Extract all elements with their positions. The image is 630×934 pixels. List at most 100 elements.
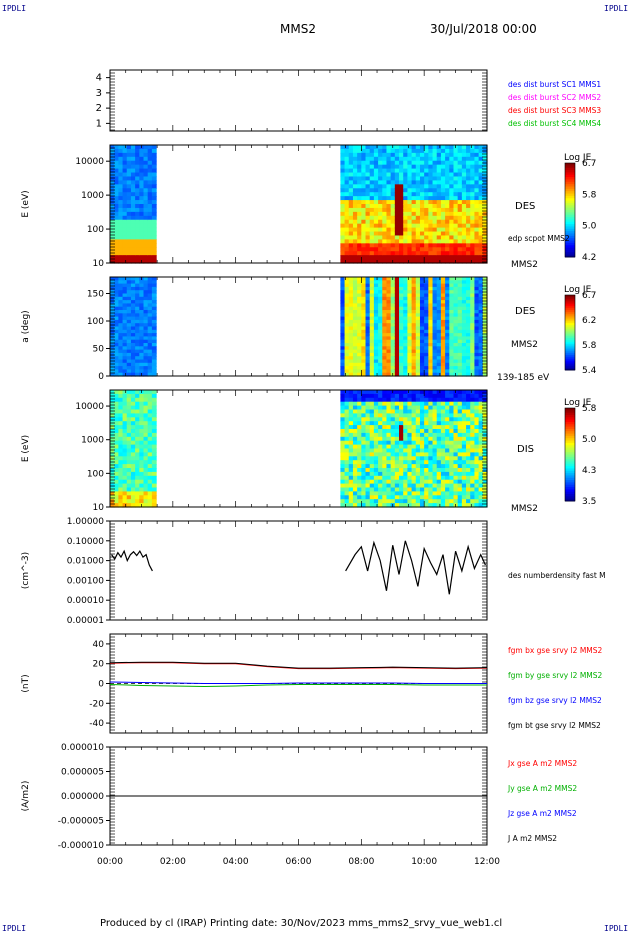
p3-ytick-label: 1000 bbox=[81, 436, 104, 446]
p3-right-label-0: DIS bbox=[517, 444, 534, 455]
p2-ytick-label: 50 bbox=[93, 345, 105, 355]
p5-ytick-label: -20 bbox=[89, 699, 104, 709]
panel-minor-ticks-4 bbox=[109, 521, 488, 620]
x-tick-label: 02:00 bbox=[160, 857, 186, 867]
p5-legend-1: fgm by gse srvy l2 MMS2 bbox=[508, 671, 603, 680]
p4-ytick-label: 0.10000 bbox=[67, 537, 104, 547]
p5-legend-2: fgm bz gse srvy l2 MMS2 bbox=[508, 696, 602, 705]
spectrogram-2 bbox=[110, 277, 488, 377]
p2-colorbar bbox=[564, 294, 576, 371]
p1-colorbar-title: Log JE bbox=[564, 153, 592, 163]
p4-ytick-label: 0.00100 bbox=[67, 576, 104, 586]
p2-colorbar-tick: 5.8 bbox=[582, 341, 597, 351]
p1-colorbar-tick: 4.2 bbox=[582, 253, 596, 263]
p3-colorbar-tick: 3.5 bbox=[582, 497, 596, 507]
spacecraft-title: MMS2 bbox=[280, 22, 316, 36]
p4-ytick-label: 0.01000 bbox=[67, 557, 104, 567]
p3-ytick-label: 10 bbox=[93, 503, 105, 513]
p1-colorbar-tick: 5.8 bbox=[582, 190, 597, 200]
p0-legend-4: des dist burst SC4 MMS4 bbox=[508, 119, 601, 128]
footer-credit: Produced by cl (IRAP) Printing date: 30/… bbox=[100, 918, 503, 929]
p1-ytick-label: 1000 bbox=[81, 191, 104, 201]
p4-ylabel: (cm^-3) bbox=[21, 552, 31, 589]
corner-tag-top-left: IPDLI bbox=[2, 4, 27, 13]
p3-ytick-label: 100 bbox=[87, 469, 104, 479]
p5-ytick-label: -40 bbox=[89, 719, 104, 729]
p2-right-label-0: DES bbox=[515, 306, 535, 317]
p5-ytick-label: 20 bbox=[93, 660, 105, 670]
p1-ytick-label: 10 bbox=[93, 259, 105, 269]
p4-ytick-label: 1.00000 bbox=[67, 517, 104, 527]
p1-right-label-1: edp scpot MMS2 bbox=[508, 234, 570, 243]
x-tick-label: 12:00 bbox=[474, 857, 500, 867]
p5-legend-0: fgm bx gse srvy l2 MMS2 bbox=[508, 646, 603, 655]
p0-legend-3: des dist burst SC3 MMS3 bbox=[508, 106, 601, 115]
panel-frame-4 bbox=[109, 520, 488, 621]
p1-right-label-2: MMS2 bbox=[511, 260, 538, 270]
p3-right-label-1: MMS2 bbox=[511, 504, 538, 514]
panel-minor-ticks-2 bbox=[109, 277, 488, 376]
p6-ytick-label: -0.000005 bbox=[58, 817, 104, 827]
p1-right-label-0: DES bbox=[515, 201, 535, 212]
density-series-segment-1 bbox=[111, 549, 153, 572]
p2-ytick-label: 150 bbox=[87, 290, 104, 300]
p0-legend-1: des dist burst SC1 MMS1 bbox=[508, 80, 601, 89]
spectrogram-3 bbox=[110, 390, 488, 508]
p3-colorbar bbox=[564, 407, 576, 502]
p5-ytick-label: 40 bbox=[93, 640, 105, 650]
panel-frame-0 bbox=[109, 69, 488, 132]
panel-minor-ticks-5 bbox=[109, 634, 488, 733]
corner-tag-bottom-right: IPDLI bbox=[604, 924, 629, 933]
bfield-series-3 bbox=[109, 661, 488, 669]
p3-colorbar-tick: 4.3 bbox=[582, 466, 596, 476]
p0-ytick-label: 1 bbox=[96, 118, 102, 129]
p0-ytick-label: 4 bbox=[96, 73, 102, 84]
datetime-title: 30/Jul/2018 00:00 bbox=[430, 22, 537, 36]
p3-ylabel: E (eV) bbox=[21, 435, 31, 462]
p6-ylabel: (A/m2) bbox=[21, 781, 31, 812]
p6-ytick-label: 0.000000 bbox=[61, 792, 104, 802]
density-series-segment-2 bbox=[345, 540, 486, 595]
x-tick-label: 10:00 bbox=[411, 857, 437, 867]
p2-colorbar-tick: 5.4 bbox=[582, 366, 597, 376]
p4-ytick-label: 0.00010 bbox=[67, 596, 104, 606]
p1-colorbar-tick: 5.0 bbox=[582, 222, 597, 232]
p3-colorbar-title: Log JE bbox=[564, 398, 592, 408]
p0-legend-2: des dist burst SC2 MMS2 bbox=[508, 93, 601, 102]
p2-colorbar-title: Log JE bbox=[564, 285, 592, 295]
panel-minor-ticks-6 bbox=[109, 747, 488, 845]
panel-minor-ticks-0 bbox=[109, 70, 488, 131]
corner-tag-bottom-left: IPDLI bbox=[2, 924, 27, 933]
bfield-series-2 bbox=[109, 681, 487, 684]
p3-colorbar-tick: 5.0 bbox=[582, 435, 597, 445]
p4-ytick-label: 0.00001 bbox=[67, 616, 104, 626]
p6-legend-2: Jz gse A m2 MMS2 bbox=[507, 809, 577, 818]
p5-ytick-label: 0 bbox=[98, 680, 104, 690]
p6-legend-3: J A m2 MMS2 bbox=[507, 834, 557, 843]
p2-colorbar-tick: 6.7 bbox=[582, 291, 596, 301]
p1-colorbar bbox=[564, 162, 576, 258]
p2-ytick-label: 0 bbox=[98, 372, 104, 382]
p3-ytick-label: 10000 bbox=[75, 402, 104, 412]
p6-ytick-label: 0.000005 bbox=[61, 768, 104, 778]
p3-colorbar-tick: 5.8 bbox=[582, 404, 597, 414]
bfield-series-1 bbox=[109, 683, 487, 687]
p2-right-label-1: MMS2 bbox=[511, 340, 538, 350]
p6-ytick-label: -0.000010 bbox=[58, 841, 104, 851]
panel-minor-ticks-3 bbox=[109, 390, 488, 507]
p0-ytick-label: 2 bbox=[96, 103, 102, 114]
p5-legend-3: fgm bt gse srvy l2 MMS2 bbox=[508, 721, 601, 730]
p6-ytick-label: 0.000010 bbox=[61, 743, 104, 753]
x-tick-label: 00:00 bbox=[97, 857, 123, 867]
p2-ylabel: a (deg) bbox=[21, 310, 31, 342]
corner-tag-top-right: IPDLI bbox=[604, 4, 629, 13]
p2-colorbar-tick: 6.2 bbox=[582, 316, 596, 326]
p1-ytick-label: 100 bbox=[87, 225, 104, 235]
p1-ylabel: E (eV) bbox=[21, 190, 31, 217]
panel-minor-ticks-1 bbox=[109, 145, 488, 263]
x-tick-label: 04:00 bbox=[223, 857, 249, 867]
p6-legend-1: Jy gse A m2 MMS2 bbox=[507, 784, 577, 793]
p1-colorbar-tick: 6.7 bbox=[582, 159, 596, 169]
p4-legend: des numberdensity fast M bbox=[508, 571, 606, 580]
